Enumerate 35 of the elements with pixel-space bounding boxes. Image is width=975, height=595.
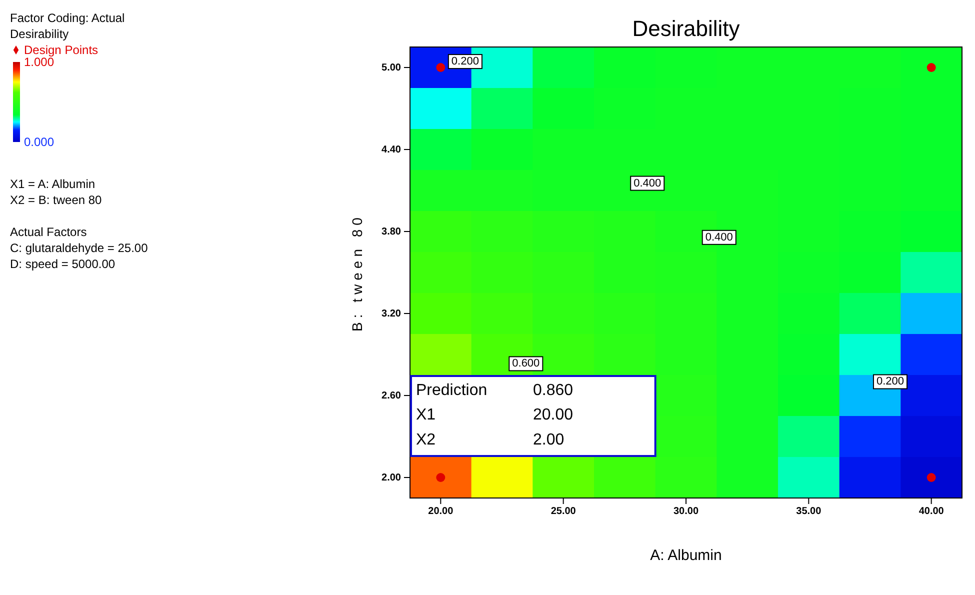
chart-title: Desirability bbox=[632, 16, 740, 41]
color-bar-label: 1.000 bbox=[24, 55, 54, 69]
text: Design Points bbox=[24, 43, 98, 57]
text: X2 = B: tween 80 bbox=[10, 193, 102, 207]
x-tick-label: 20.00 bbox=[428, 506, 454, 518]
annotation: 20.00 bbox=[533, 406, 574, 424]
x-tick-label: 30.00 bbox=[673, 506, 699, 518]
text: D: speed = 5000.00 bbox=[10, 257, 116, 271]
y-axis-title: B: tween 80 bbox=[349, 214, 365, 332]
annotation: Prediction bbox=[416, 382, 488, 399]
x-tick-label: 25.00 bbox=[550, 506, 576, 518]
annotation: 0.200 bbox=[451, 56, 479, 68]
y-tick-label: 2.60 bbox=[382, 390, 402, 402]
annotation: 0.860 bbox=[533, 382, 574, 399]
y-tick-label: 2.00 bbox=[382, 472, 402, 484]
y-tick-label: 3.80 bbox=[382, 226, 402, 238]
text: C: glutaraldehyde = 25.00 bbox=[10, 241, 148, 255]
annotation: X2 bbox=[416, 431, 436, 448]
y-tick-label: 5.00 bbox=[382, 62, 402, 74]
color-bar-title: Desirability bbox=[10, 27, 69, 41]
x-tick-label: 35.00 bbox=[796, 506, 822, 518]
text: Actual Factors bbox=[10, 225, 87, 239]
annotation: 2.00 bbox=[533, 431, 564, 448]
y-tick-label: 4.40 bbox=[382, 144, 402, 156]
annotation: 0.200 bbox=[876, 376, 904, 388]
x-tick-label: 40.00 bbox=[918, 506, 944, 518]
annotation: 0.600 bbox=[512, 358, 540, 370]
color-bar-label: 0.000 bbox=[24, 135, 54, 149]
y-tick-label: 3.20 bbox=[382, 308, 402, 320]
text: X1 = A: Albumin bbox=[10, 177, 96, 191]
annotation: X1 bbox=[416, 406, 436, 424]
x-axis-title: A: Albumin bbox=[650, 547, 722, 564]
annotation: 0.400 bbox=[634, 177, 662, 190]
text: Factor Coding: Actual bbox=[10, 11, 125, 25]
annotation: 0.400 bbox=[705, 231, 733, 244]
